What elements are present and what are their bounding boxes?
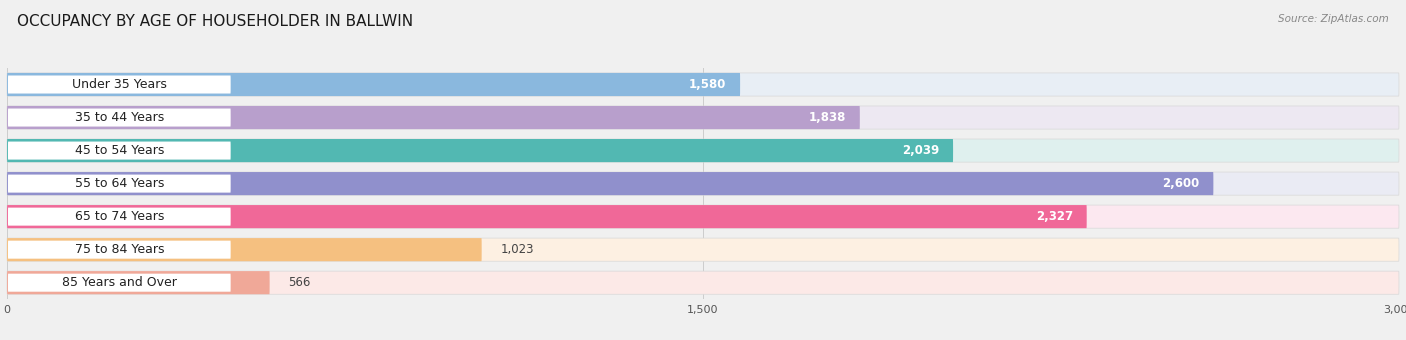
FancyBboxPatch shape <box>7 73 1399 96</box>
Text: 1,023: 1,023 <box>501 243 534 256</box>
Text: 1,580: 1,580 <box>689 78 725 91</box>
FancyBboxPatch shape <box>8 241 231 259</box>
FancyBboxPatch shape <box>8 208 231 226</box>
FancyBboxPatch shape <box>8 108 231 126</box>
FancyBboxPatch shape <box>7 73 740 96</box>
Text: 85 Years and Over: 85 Years and Over <box>62 276 177 289</box>
Text: 2,327: 2,327 <box>1036 210 1073 223</box>
FancyBboxPatch shape <box>7 205 1399 228</box>
FancyBboxPatch shape <box>7 205 1087 228</box>
FancyBboxPatch shape <box>8 75 231 94</box>
Text: 65 to 74 Years: 65 to 74 Years <box>75 210 165 223</box>
Text: Under 35 Years: Under 35 Years <box>72 78 167 91</box>
FancyBboxPatch shape <box>7 271 270 294</box>
FancyBboxPatch shape <box>7 172 1399 195</box>
Text: 55 to 64 Years: 55 to 64 Years <box>75 177 165 190</box>
Text: 566: 566 <box>288 276 311 289</box>
Text: 45 to 54 Years: 45 to 54 Years <box>75 144 165 157</box>
FancyBboxPatch shape <box>7 139 953 162</box>
FancyBboxPatch shape <box>7 139 1399 162</box>
FancyBboxPatch shape <box>7 238 1399 261</box>
FancyBboxPatch shape <box>7 238 482 261</box>
Text: Source: ZipAtlas.com: Source: ZipAtlas.com <box>1278 14 1389 23</box>
FancyBboxPatch shape <box>7 106 860 129</box>
FancyBboxPatch shape <box>8 141 231 159</box>
FancyBboxPatch shape <box>8 274 231 292</box>
Text: 75 to 84 Years: 75 to 84 Years <box>75 243 165 256</box>
Text: 2,600: 2,600 <box>1163 177 1199 190</box>
Text: OCCUPANCY BY AGE OF HOUSEHOLDER IN BALLWIN: OCCUPANCY BY AGE OF HOUSEHOLDER IN BALLW… <box>17 14 413 29</box>
Text: 1,838: 1,838 <box>808 111 846 124</box>
FancyBboxPatch shape <box>7 172 1213 195</box>
FancyBboxPatch shape <box>7 271 1399 294</box>
FancyBboxPatch shape <box>7 106 1399 129</box>
FancyBboxPatch shape <box>8 174 231 193</box>
Text: 35 to 44 Years: 35 to 44 Years <box>75 111 165 124</box>
Text: 2,039: 2,039 <box>901 144 939 157</box>
